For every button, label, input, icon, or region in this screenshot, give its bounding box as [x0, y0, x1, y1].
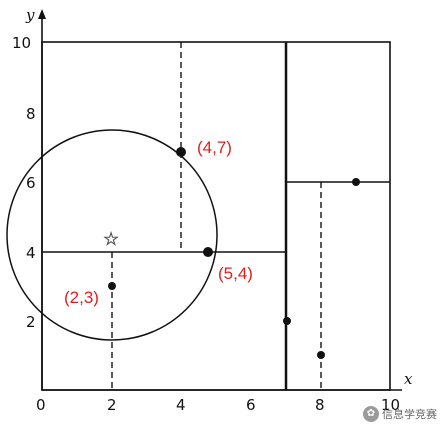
- data-point-highlighted: [203, 247, 213, 257]
- point-label: (5,4): [218, 264, 253, 283]
- x-tick-label: 10: [381, 396, 400, 414]
- x-tick-labels: 0 2 4 6 8 10: [36, 396, 400, 414]
- y-tick-label: 10: [12, 34, 31, 52]
- data-point: [352, 178, 360, 186]
- y-tick-label: 2: [26, 313, 36, 331]
- data-point: [317, 351, 325, 359]
- y-tick-labels: 2 4 6 8 10: [12, 34, 36, 331]
- x-tick-label: 6: [246, 396, 256, 414]
- query-star-icon: ☆: [103, 229, 119, 250]
- x-tick-label: 4: [176, 396, 186, 414]
- data-point-highlighted: [176, 147, 186, 157]
- wechat-logo-icon: ✿: [363, 406, 379, 422]
- y-axis-name: y: [25, 6, 35, 24]
- y-tick-label: 6: [26, 174, 36, 192]
- x-tick-label: 0: [36, 396, 46, 414]
- x-axis-name: x: [404, 370, 413, 388]
- data-point: [108, 282, 116, 290]
- point-label: (2,3): [64, 288, 99, 307]
- search-circle: [6, 129, 218, 341]
- watermark-text: 信息学竞赛: [382, 408, 437, 421]
- point-label: (4,7): [197, 138, 232, 157]
- y-axis-arrow: [38, 9, 46, 19]
- x-tick-label: 8: [315, 396, 325, 414]
- data-point: [283, 317, 291, 325]
- y-tick-label: 8: [26, 105, 36, 123]
- y-tick-label: 4: [26, 244, 36, 262]
- data-points: [108, 147, 360, 359]
- watermark: ✿ 信息学竞赛: [363, 406, 437, 422]
- x-tick-label: 2: [107, 396, 117, 414]
